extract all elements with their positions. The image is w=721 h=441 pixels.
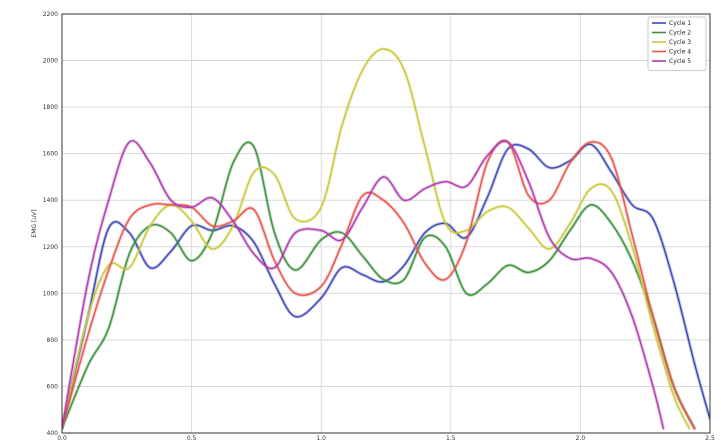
y-tick-label: 2000 xyxy=(43,58,58,65)
y-tick-label: 1200 xyxy=(43,244,58,251)
legend: Cycle 1 Cycle 2 Cycle 3 Cycle 4 Cycle 5 xyxy=(647,16,707,71)
x-tick-label: 1.5 xyxy=(446,435,456,441)
legend-box xyxy=(647,16,707,71)
x-tick-label: 0.0 xyxy=(57,435,67,441)
y-tick-label: 1400 xyxy=(43,197,58,204)
series-lines xyxy=(62,47,710,430)
legend-label-cycle-2: Cycle 2 xyxy=(669,30,691,37)
legend-label-cycle-1: Cycle 1 xyxy=(669,20,691,27)
series-line-cycle-2 xyxy=(62,141,696,429)
x-tick-label: 2.0 xyxy=(576,435,586,441)
plot-background xyxy=(62,14,710,433)
x-tick-labels: 0.0 0.5 1.0 1.5 2.0 2.5 xyxy=(57,435,715,441)
x-tick-label: 0.5 xyxy=(187,435,197,441)
y-tick-label: 1600 xyxy=(43,151,58,158)
y-tick-label: 800 xyxy=(47,337,59,344)
series-line-cycle-5 xyxy=(62,140,664,429)
y-tick-labels: 400 600 800 1000 1200 1400 1600 1800 2000 2200 xyxy=(43,11,58,437)
y-tick-label: 1000 xyxy=(43,290,58,297)
series-line-cycle-4 xyxy=(62,140,696,429)
legend-label-cycle-3: Cycle 3 xyxy=(669,39,691,46)
legend-label-cycle-4: Cycle 4 xyxy=(669,49,691,56)
y-axis-label: EMG [uV] xyxy=(31,209,38,237)
y-tick-label: 2200 xyxy=(43,11,58,18)
y-tick-label: 1800 xyxy=(43,104,58,111)
x-tick-label: 2.5 xyxy=(705,435,715,441)
y-tick-label: 400 xyxy=(47,430,59,437)
legend-label-cycle-5: Cycle 5 xyxy=(669,58,691,65)
x-tick-label: 1.0 xyxy=(316,435,326,441)
series-line-cycle-1 xyxy=(62,143,710,429)
grid xyxy=(61,13,711,434)
y-tick-label: 600 xyxy=(47,383,59,390)
plot-frame xyxy=(61,13,711,434)
